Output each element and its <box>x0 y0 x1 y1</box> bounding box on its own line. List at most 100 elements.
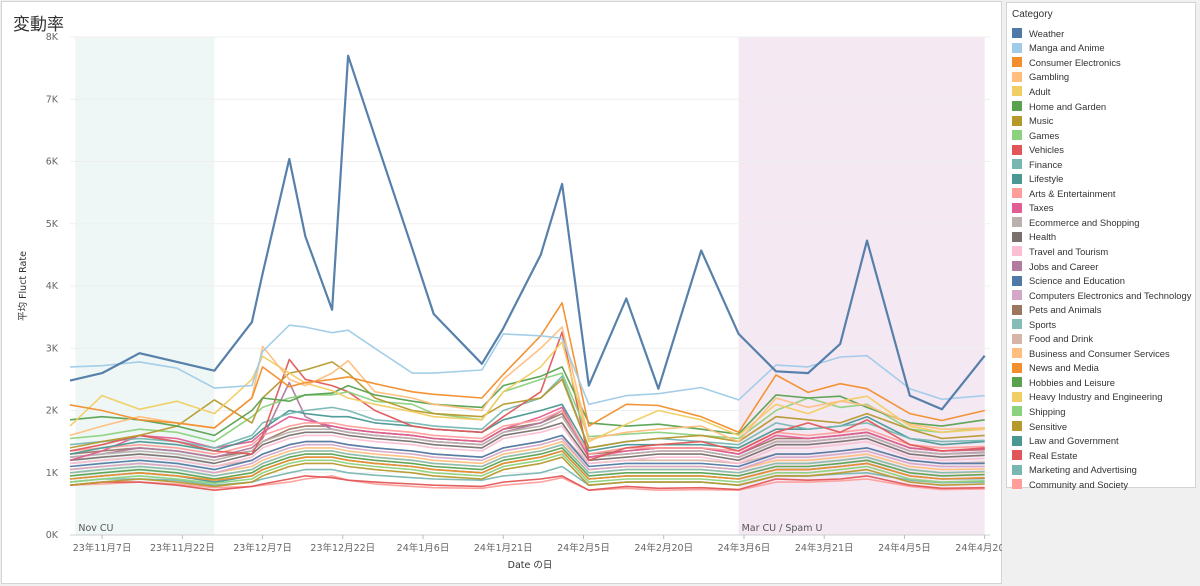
legend-item[interactable]: Taxes <box>1007 201 1195 216</box>
legend-swatch <box>1012 130 1022 141</box>
legend-swatch <box>1012 435 1022 446</box>
legend-item[interactable]: Gambling <box>1007 70 1195 85</box>
legend-label: Travel and Tourism <box>1029 245 1109 257</box>
legend-swatch <box>1012 319 1022 330</box>
legend-label: Law and Government <box>1029 435 1119 447</box>
legend-item[interactable]: Jobs and Career <box>1007 259 1195 274</box>
legend-swatch <box>1012 115 1022 126</box>
legend-swatch <box>1012 377 1022 388</box>
x-tick-label: 23年11月22日 <box>150 542 215 554</box>
legend-label: Adult <box>1029 85 1051 97</box>
annotation-label: Mar CU / Spam U <box>742 523 823 534</box>
legend-item[interactable]: Health <box>1007 230 1195 245</box>
legend-item[interactable]: Science and Education <box>1007 273 1195 288</box>
legend-label: Games <box>1029 129 1060 141</box>
legend-swatch <box>1012 421 1022 432</box>
legend-label: Music <box>1029 115 1054 127</box>
y-tick-label: 0K <box>46 530 59 541</box>
legend-label: Taxes <box>1029 202 1054 214</box>
legend-item[interactable]: Pets and Animals <box>1007 302 1195 317</box>
series-line-news-and-media <box>69 450 985 482</box>
legend-item[interactable]: Food and Drink <box>1007 331 1195 346</box>
legend-swatch <box>1012 391 1022 402</box>
legend-label: Science and Education <box>1029 275 1125 287</box>
legend-item[interactable]: Ecommerce and Shopping <box>1007 215 1195 230</box>
legend-item[interactable]: Weather <box>1007 26 1195 41</box>
legend-item[interactable]: Heavy Industry and Engineering <box>1007 390 1195 405</box>
y-tick-label: 4K <box>46 281 59 292</box>
legend-swatch <box>1012 261 1022 272</box>
legend-swatch <box>1012 57 1022 68</box>
series-line-real-estate <box>69 475 985 492</box>
legend-item[interactable]: Lifestyle <box>1007 171 1195 186</box>
legend-item[interactable]: Music <box>1007 113 1195 128</box>
x-tick-label: 24年4月20日 <box>955 542 1002 554</box>
series-line-adult <box>69 341 985 443</box>
legend-swatch <box>1012 290 1022 301</box>
x-tick-label: 24年2月5日 <box>557 542 610 554</box>
series-line-taxes <box>69 406 985 462</box>
legend-item[interactable]: Vehicles <box>1007 142 1195 157</box>
x-tick-label: 24年3月6日 <box>718 542 771 554</box>
series-line-music <box>69 361 985 449</box>
series-line-travel-and-tourism <box>69 425 985 468</box>
series-line-manga-and-anime <box>69 324 985 406</box>
legend-label: Shipping <box>1029 405 1066 417</box>
legend-item[interactable]: Travel and Tourism <box>1007 244 1195 259</box>
legend-swatch <box>1012 86 1022 97</box>
legend-item[interactable]: Adult <box>1007 84 1195 99</box>
x-tick-label: 24年4月5日 <box>878 542 931 554</box>
legend: Category Weather Manga and Anime Consumer … <box>1006 2 1196 490</box>
legend-item[interactable]: Law and Government <box>1007 433 1195 448</box>
legend-item[interactable]: Community and Society <box>1007 477 1195 492</box>
legend-label: Sensitive <box>1029 420 1068 432</box>
legend-item[interactable]: Sports <box>1007 317 1195 332</box>
legend-item[interactable]: Sensitive <box>1007 419 1195 434</box>
legend-item[interactable]: Games <box>1007 128 1195 143</box>
legend-item[interactable]: Real Estate <box>1007 448 1195 463</box>
x-tick-label: 24年1月21日 <box>474 542 533 554</box>
legend-item[interactable]: Marketing and Advertising <box>1007 462 1195 477</box>
y-tick-label: 2K <box>46 406 59 417</box>
legend-label: Home and Garden <box>1029 100 1107 112</box>
legend-label: Finance <box>1029 158 1063 170</box>
legend-label: Consumer Electronics <box>1029 56 1121 68</box>
legend-label: Computers Electronics and Technology <box>1029 289 1192 301</box>
x-tick-label: 24年2月20日 <box>634 542 693 554</box>
legend-swatch <box>1012 348 1022 359</box>
legend-item[interactable]: Finance <box>1007 157 1195 172</box>
legend-swatch <box>1012 304 1022 315</box>
legend-swatch <box>1012 479 1022 490</box>
legend-item[interactable]: Business and Consumer Services <box>1007 346 1195 361</box>
series-line-consumer-electronics <box>69 301 985 434</box>
series-line-sensitive <box>69 456 985 488</box>
y-tick-label: 5K <box>46 219 59 230</box>
legend-label: Ecommerce and Shopping <box>1029 216 1140 228</box>
legend-swatch <box>1012 246 1022 257</box>
legend-item[interactable]: Computers Electronics and Technology <box>1007 288 1195 303</box>
series-line-business-and-consumer-services <box>69 440 985 474</box>
legend-swatch <box>1012 450 1022 461</box>
legend-item[interactable]: Consumer Electronics <box>1007 55 1195 70</box>
series-line-shipping <box>69 453 985 485</box>
legend-label: Community and Society <box>1029 478 1129 490</box>
legend-item[interactable]: Arts & Entertainment <box>1007 186 1195 201</box>
legend-swatch <box>1012 159 1022 170</box>
legend-item[interactable]: Shipping <box>1007 404 1195 419</box>
series-line-health <box>69 422 985 465</box>
chart-title: 変動率 <box>13 15 64 35</box>
y-axis-label: 平均 Fluct Rate <box>17 251 29 321</box>
series-line-sports <box>69 443 985 477</box>
legend-item[interactable]: News and Media <box>1007 361 1195 376</box>
legend-swatch <box>1012 144 1022 155</box>
legend-swatch <box>1012 188 1022 199</box>
legend-swatch <box>1012 333 1022 344</box>
legend-label: Health <box>1029 231 1057 243</box>
legend-label: Lifestyle <box>1029 173 1064 185</box>
legend-item[interactable]: Home and Garden <box>1007 99 1195 114</box>
legend-item[interactable]: Hobbies and Leisure <box>1007 375 1195 390</box>
x-tick-label: 23年12月7日 <box>233 542 292 554</box>
series-line-computers-electronics-and-technology <box>69 437 985 474</box>
legend-item[interactable]: Manga and Anime <box>1007 41 1195 56</box>
series-line-science-and-education <box>69 434 985 471</box>
